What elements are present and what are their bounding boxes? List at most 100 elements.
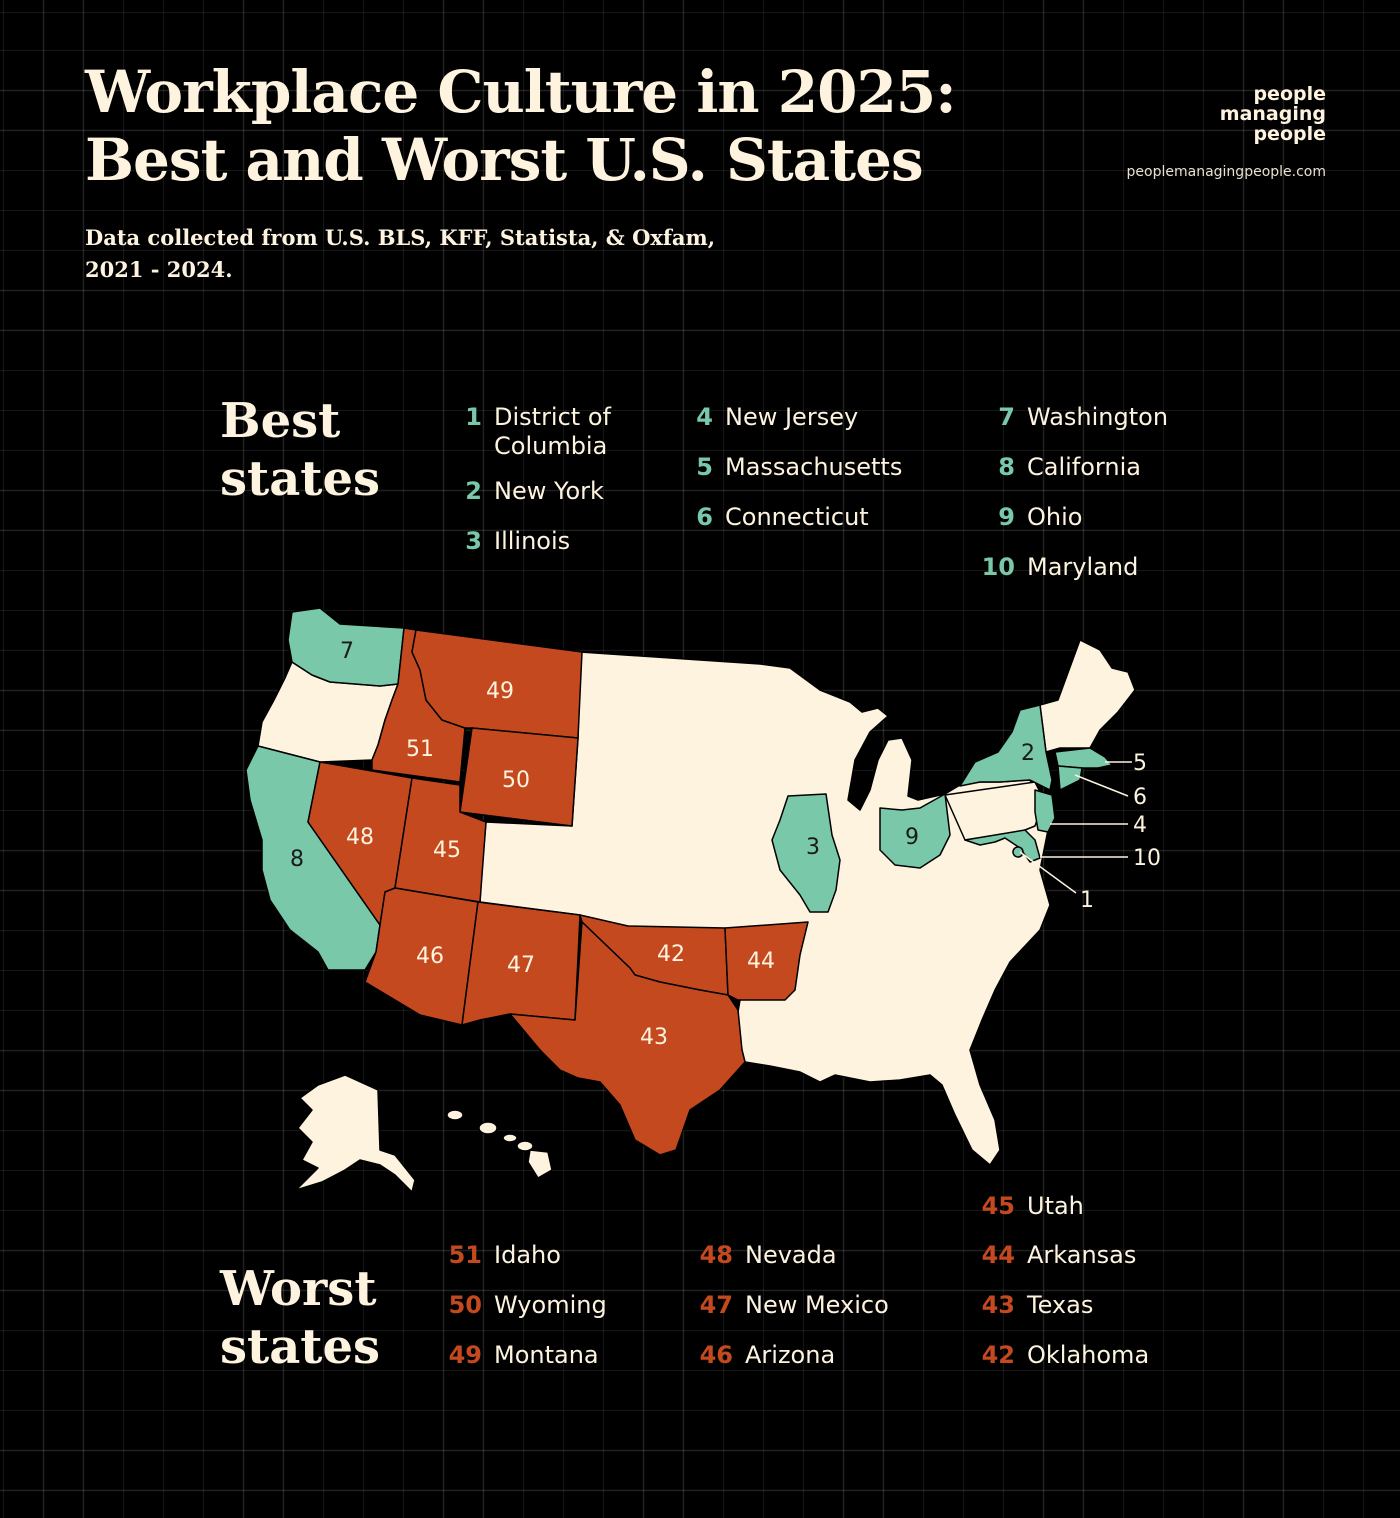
rank-number: 6 [696, 503, 713, 531]
map-label-new-jersey: 4 [1133, 813, 1147, 838]
rank-number: 45 [981, 1192, 1015, 1220]
brand-logo: people managing people [1160, 84, 1326, 144]
rank-number: 9 [998, 503, 1015, 531]
website-url: peoplemanagingpeople.com [1126, 164, 1326, 180]
worst-list-item-43: 43 Texas [975, 1291, 1094, 1320]
state-name: Arkansas [1027, 1241, 1137, 1269]
rank-number: 42 [981, 1341, 1015, 1369]
map-label-nevada: 48 [346, 825, 374, 850]
map-label-washington: 7 [340, 639, 354, 664]
rank-number: 44 [981, 1241, 1015, 1269]
best-states-heading: Best states [220, 392, 380, 508]
state-new-england [1039, 639, 1136, 753]
worst-heading-line-1: Worst [220, 1261, 377, 1317]
state-name: California [1027, 453, 1141, 481]
rank-number: 10 [981, 553, 1015, 581]
rank-number: 3 [465, 527, 482, 555]
state-name: District of Columbia [494, 403, 611, 460]
state-montana [411, 629, 583, 739]
title-line-1: Workplace Culture in 2025: [85, 58, 957, 126]
map-label-arkansas: 44 [747, 949, 775, 974]
best-list-item-3: 3 Illinois [442, 527, 570, 556]
map-label-new-mexico: 47 [507, 953, 535, 978]
best-heading-line-2: states [220, 451, 381, 507]
state-name: New York [494, 477, 604, 505]
page-title: Workplace Culture in 2025: Best and Wors… [85, 58, 957, 194]
worst-heading-line-2: states [220, 1319, 381, 1375]
map-label-massachusetts: 5 [1133, 751, 1147, 776]
map-label-montana: 49 [486, 679, 514, 704]
best-list-item-7: 7 Washington [975, 403, 1168, 432]
rank-number: 46 [699, 1341, 733, 1369]
worst-list-item-45: 45 Utah [975, 1192, 1084, 1221]
rank-number: 2 [465, 477, 482, 505]
leader-line-6 [1074, 774, 1129, 797]
worst-list-item-46: 46 Arizona [693, 1341, 836, 1370]
subtitle: Data collected from U.S. BLS, KFF, Stati… [85, 222, 805, 286]
map-label-new-york: 2 [1021, 741, 1035, 766]
leader-lines [1019, 761, 1132, 894]
best-list-item-6: 6 Connecticut [673, 503, 869, 532]
rank-number: 4 [696, 403, 713, 431]
map-label-ohio: 9 [905, 825, 919, 850]
rank-number: 7 [998, 403, 1015, 431]
best-list-item-2: 2 New York [442, 477, 604, 506]
rank-number: 8 [998, 453, 1015, 481]
state-new-york [959, 704, 1053, 791]
map-label-arizona: 46 [416, 944, 444, 969]
rank-number: 1 [465, 403, 482, 431]
state-illinois [771, 793, 841, 913]
rank-number: 50 [448, 1291, 482, 1319]
best-list-item-10: 10 Maryland [975, 553, 1139, 582]
rank-number: 51 [448, 1241, 482, 1269]
state-name: Ohio [1027, 503, 1083, 531]
subtitle-line-2: 2021 - 2024. [85, 257, 233, 282]
state-name: Utah [1027, 1192, 1084, 1220]
state-name: Wyoming [494, 1291, 607, 1319]
state-name: Nevada [745, 1241, 837, 1269]
state-name: Connecticut [725, 503, 869, 531]
state-arkansas [724, 921, 809, 1001]
state-name: Maryland [1027, 553, 1139, 581]
rank-number: 43 [981, 1291, 1015, 1319]
state-wyoming [459, 727, 579, 827]
worst-list-item-42: 42 Oklahoma [975, 1341, 1150, 1370]
map-label-illinois: 3 [806, 835, 820, 860]
state-name: Washington [1027, 403, 1169, 431]
best-list-item-4: 4 New Jersey [673, 403, 858, 432]
best-list-item-9: 9 Ohio [975, 503, 1082, 532]
rank-number: 47 [699, 1291, 733, 1319]
map-label-maryland: 10 [1133, 846, 1161, 871]
best-list-item-1: 1 District of Columbia [442, 403, 654, 461]
state-texas [509, 921, 746, 1156]
state-name: Texas [1027, 1291, 1094, 1319]
rank-number: 49 [448, 1341, 482, 1369]
map-label-connecticut: 6 [1133, 785, 1147, 810]
worst-list-item-44: 44 Arkansas [975, 1241, 1137, 1270]
state-name: New Jersey [725, 403, 859, 431]
map-label-dc: 1 [1080, 888, 1094, 913]
state-massachusetts [1054, 747, 1113, 769]
worst-list-item-49: 49 Montana [442, 1341, 599, 1370]
state-connecticut [1057, 765, 1083, 791]
map-label-utah: 45 [433, 838, 461, 863]
logo-line-2: managing [1219, 103, 1326, 125]
map-labels: 7 8 3 9 2 5 6 4 10 1 49 51 50 48 45 46 4… [290, 639, 1161, 1050]
title-line-2: Best and Worst U.S. States [85, 126, 924, 194]
best-list-item-5: 5 Massachusetts [673, 453, 902, 482]
state-name: Illinois [494, 527, 571, 555]
state-name: Massachusetts [725, 453, 903, 481]
worst-list-item-51: 51 Idaho [442, 1241, 561, 1270]
map-label-oklahoma: 42 [657, 942, 685, 967]
state-hawaii [446, 1109, 553, 1179]
logo-line-1: people [1253, 83, 1326, 105]
best-list-item-8: 8 California [975, 453, 1141, 482]
worst-list-item-47: 47 New Mexico [693, 1291, 889, 1320]
state-name: Arizona [745, 1341, 836, 1369]
worst-states-heading: Worst states [220, 1260, 380, 1376]
state-name: Oklahoma [1027, 1341, 1150, 1369]
state-new-jersey [1034, 789, 1056, 833]
state-washington [287, 607, 405, 687]
state-name: Idaho [494, 1241, 561, 1269]
map-label-california: 8 [290, 847, 304, 872]
